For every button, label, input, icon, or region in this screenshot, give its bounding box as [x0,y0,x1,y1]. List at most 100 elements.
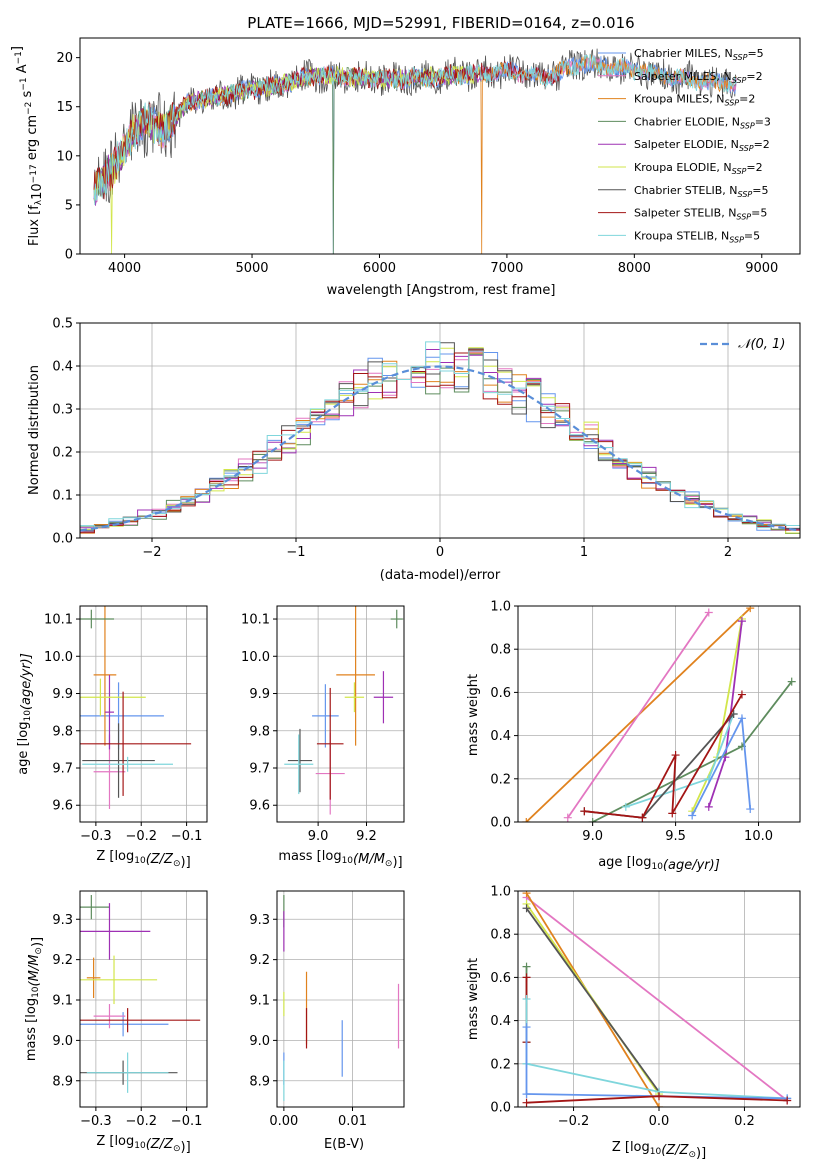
spectrum-ylabel-text-part: Flux [f [27,205,42,246]
spectrum-ylabel-text-part: erg cm [25,115,40,164]
legend-label-kroupa-miles: Kroupa MILES, NSSP=2 [634,93,755,108]
x-tick-label: 9.5 [665,829,686,844]
age-vs-mass-panel: 9.0 9.2 9.6 9.7 9.8 9.9 10.0 10.1 mass [log10(M/… [241,605,405,870]
y-tick-label: 9.2 [249,953,270,968]
y-tick-label: 0.8 [490,928,511,943]
mass_vs_Z-grid [80,891,207,1107]
y-tick-label: 9.9 [249,687,270,702]
weight-line-chabrier-stelib [525,907,660,1093]
y-tick-label: 0.6 [490,686,511,701]
weight-marker-chabrier-miles [746,805,755,814]
y-tick-label: 0.3 [52,403,73,418]
legend-value: =2 [754,138,770,151]
mass_vs_Z-xlabel-part: )] [181,1140,191,1155]
y-tick-label: 9.8 [249,724,270,739]
weight-marker-salpeter-miles [704,608,713,617]
y-tick-label: 9.7 [52,762,73,777]
spectrum-ylabel-text-part: A [15,64,30,77]
errorbar-point-kroupa-elodie [80,955,158,1005]
residual-xlabel: (data-model)/error [380,568,501,583]
weight-line-chabrier-elodie [592,681,793,822]
legend-label-chabrier-miles: Chabrier MILES, NSSP=5 [634,47,764,62]
y-tick-label: 9.2 [52,953,73,968]
legend-value: =3 [755,115,771,128]
age_vs_Z-ylabel-part: 10 [23,710,33,722]
spectrum-ylabel-text: Flux [fλ10−17 erg cm−2 s−1 A−1] [10,46,45,246]
legend-text: Chabrier STELIB, N [634,184,738,197]
mass_vs_Z-ylabel-part: 10 [31,986,41,998]
x-tick-label: 0.2 [734,1114,755,1129]
legend-label-salpeter-elodie: Salpeter ELODIE, NSSP=2 [634,138,770,153]
y-tick-label: 0.4 [490,729,511,744]
weight-marker-kroupa-miles [746,606,755,613]
weight-marker-salpeter-stelib [580,807,589,816]
legend-sub: SSP [729,235,744,244]
y-tick-label: 9.8 [52,724,73,739]
weight-marker-salpeter-elodie [704,802,713,811]
errorbar-point-chabrier-stelib [287,728,313,793]
age_vs_Z-ylabel-part: (age/yr)] [19,653,34,710]
legend-label-kroupa-elodie: Kroupa ELODIE, NSSP=2 [634,161,763,176]
age_vs_Z-xlabel-part: 10 [134,856,146,866]
weight-marker-salpeter-stelib [655,1092,663,1101]
y-tick-label: 0.4 [52,360,73,375]
y-tick-label: 9.6 [249,799,270,814]
weight-marker-kroupa-stelib [621,802,630,811]
errorbar-point-salpeter-stelib [316,687,344,800]
mass_vs_Z-xlabel-part: Z [log [96,1134,134,1149]
weight-marker-kroupa-miles [522,818,531,822]
x-tick-label: −1 [286,545,305,560]
age_vs_Z-xlabel-part: )] [181,855,191,870]
x-tick-label: 9.0 [582,829,603,844]
x-tick-label: 6000 [363,261,396,276]
weight-marker-kroupa-miles [522,891,531,898]
errorbar-point-chabrier-miles [312,684,339,748]
y-tick-label: 0.0 [490,1101,511,1116]
weight-marker-salpeter-stelib [638,813,647,822]
x-tick-label: 5000 [235,261,268,276]
legend-label-salpeter-stelib: Salpeter STELIB, NSSP=5 [634,207,767,222]
legend-text: Kroupa STELIB, N [634,229,729,242]
residual-ylabel: Normed distribution [27,365,42,495]
weight_vs_Z-xlabel-part: ⊙ [688,1150,696,1160]
legend-label-chabrier-elodie: Chabrier ELODIE, NSSP=3 [634,115,771,130]
y-tick-label: 0.6 [490,971,511,986]
spectrum-xlabel: wavelength [Angstrom, rest frame] [327,283,556,298]
legend-text: Chabrier MILES, N [634,47,733,60]
weight-marker-kroupa-miles [655,1103,663,1107]
legend-value: =5 [744,229,760,242]
spectrum-ylabel-text-part: s [20,90,35,101]
x-tick-label: 9.0 [308,829,329,844]
y-tick-label: 8.9 [52,1074,73,1089]
y-tick-label: 10.1 [44,613,73,628]
legend-sub: SSP [733,53,748,62]
age_vs_mass-frame [276,605,405,823]
spectrum-line-salpeter-stelib [93,60,562,200]
weight-marker-chabrier-miles [737,714,746,723]
legend-value: =5 [752,184,768,197]
weight-marker-chabrier-miles [688,811,697,820]
spectrum-ylabel-text-part: −1 [14,51,24,64]
y-tick-label: 10 [56,149,73,164]
weight_vs_age-frame [517,605,801,823]
mass-vs-ebv-panel: E(B-V) 0.00 0.01 8.9 9.0 9.1 9.2 9.3 [249,890,405,1152]
age_vs_Z-ylabel-part: age [log [16,722,31,775]
weight-marker-chabrier-stelib [522,904,531,913]
age_vs_mass-xlabel-part: mass [log [278,849,341,864]
errorbar-point-chabrier-elodie [80,609,115,629]
residual-hist-kroupa-stelib [80,341,800,529]
weight_vs_Z-xlabel-part: 10 [650,1147,662,1157]
y-tick-label: 9.9 [52,687,73,702]
weight_vs_age-xlabel-part: 10 [651,862,663,872]
y-tick-label: 10.1 [241,613,270,628]
y-tick-label: 15 [56,100,73,115]
mass_vs_Z-xlabel-part: 10 [134,1141,146,1151]
spectrum-ylabel: Flux [fλ10−17 erg cm−2 s−1 A−1] [10,46,45,246]
weight-marker-chabrier-elodie [522,962,531,971]
normal-curve [80,365,800,532]
y-tick-label: 0.0 [52,532,73,547]
y-tick-label: 5 [65,198,73,213]
age_vs_Z-frame [79,605,208,823]
